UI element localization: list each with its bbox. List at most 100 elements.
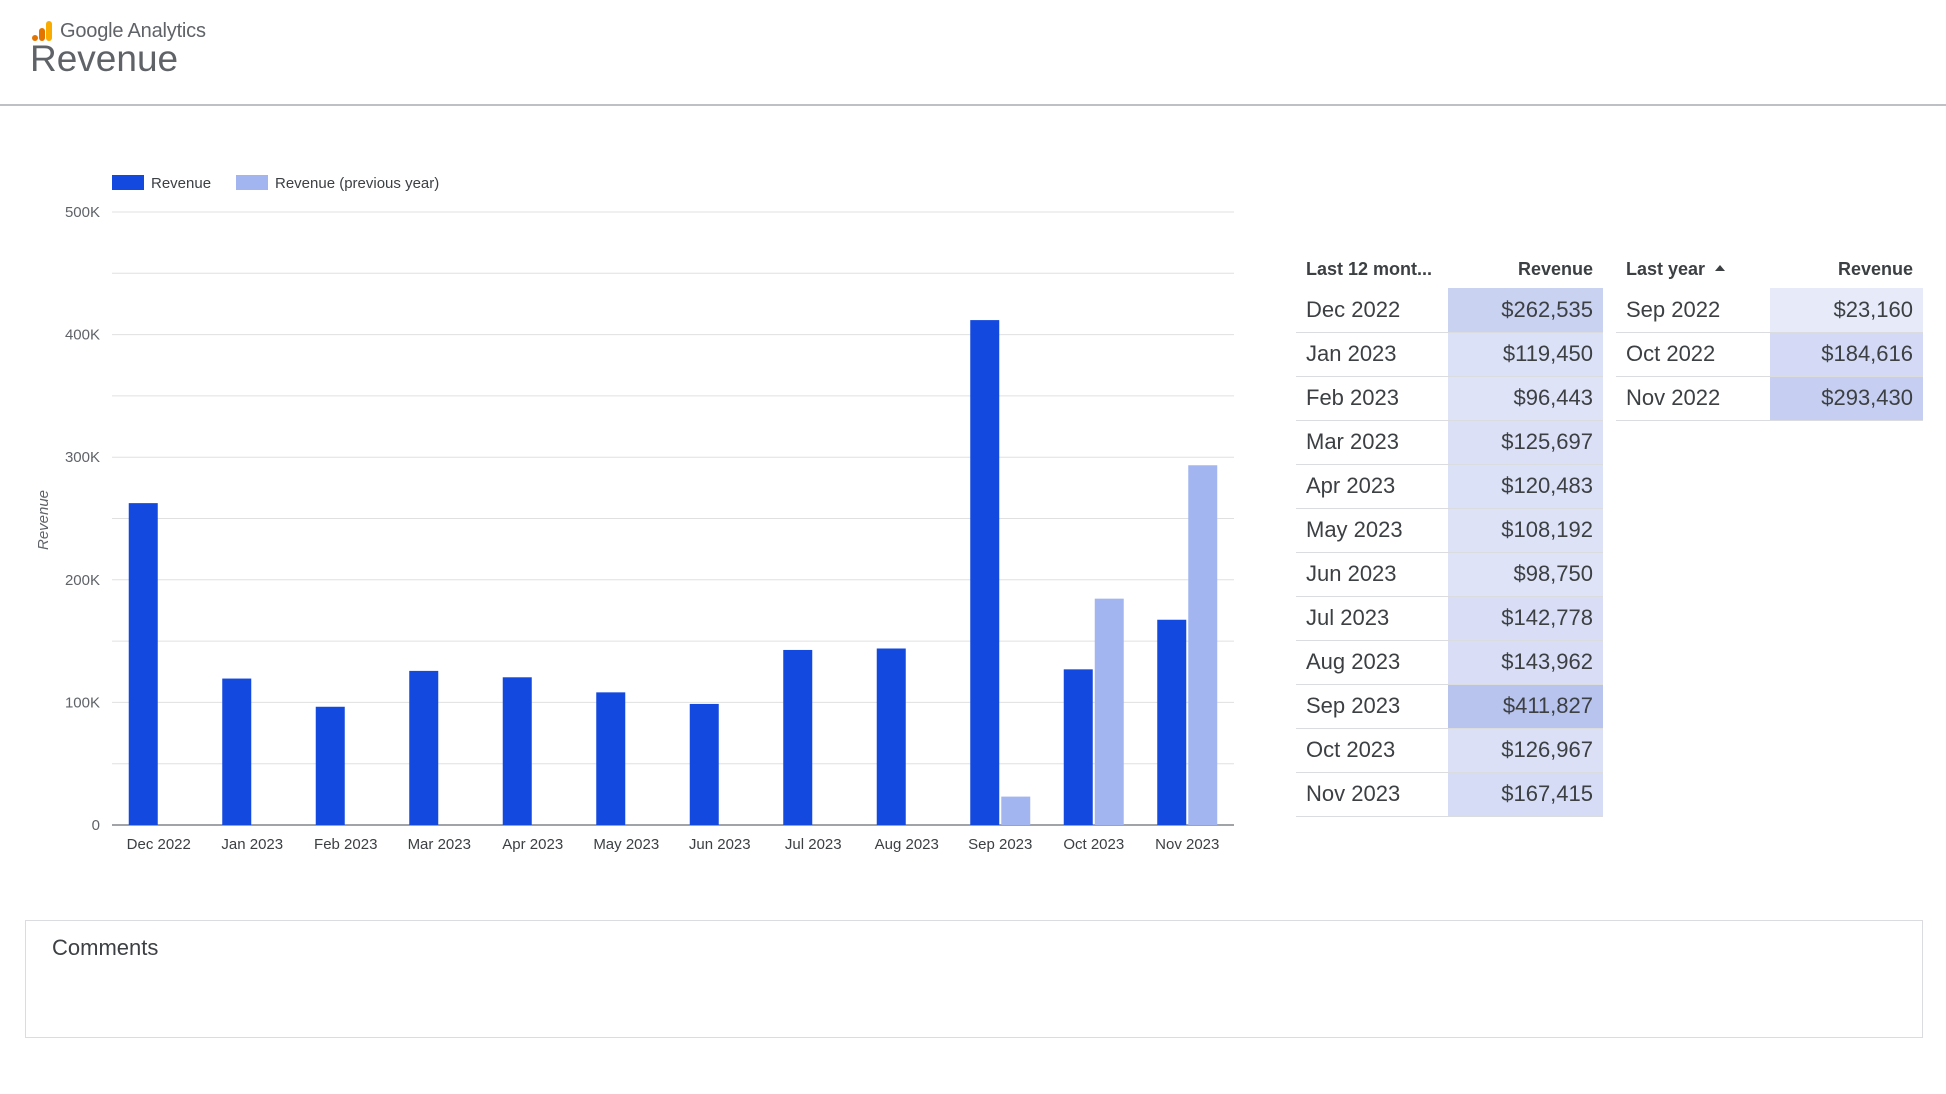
month-cell: May 2023 — [1296, 508, 1448, 553]
y-tick-label: 100K — [65, 694, 100, 711]
x-tick-label: May 2023 — [593, 836, 659, 853]
bar-revenue[interactable] — [876, 648, 906, 825]
table-row[interactable]: Jun 2023 $98,750 — [1296, 552, 1603, 597]
revenue-cell: $262,535 — [1448, 288, 1603, 333]
month-cell: Dec 2022 — [1296, 288, 1448, 333]
y-tick-label: 0 — [92, 817, 100, 834]
table-row[interactable]: Jul 2023 $142,778 — [1296, 596, 1603, 641]
month-cell: Feb 2023 — [1296, 376, 1448, 421]
brand: Google Analytics — [30, 18, 206, 44]
revenue-cell: $125,697 — [1448, 420, 1603, 465]
table-row[interactable]: Sep 2022 $23,160 — [1616, 288, 1923, 333]
table-row[interactable]: May 2023 $108,192 — [1296, 508, 1603, 553]
bar-revenue[interactable] — [1063, 669, 1093, 825]
comments-title: Comments — [52, 935, 159, 960]
x-tick-label: Aug 2023 — [875, 836, 939, 853]
chart-bars — [128, 320, 1218, 825]
revenue-cell: $96,443 — [1448, 376, 1603, 421]
revenue-cell: $120,483 — [1448, 464, 1603, 509]
legend-swatch — [236, 175, 268, 190]
bar-revenue[interactable] — [128, 503, 158, 825]
revenue-cell: $293,430 — [1770, 376, 1923, 421]
month-cell: Mar 2023 — [1296, 420, 1448, 465]
revenue-cell: $184,616 — [1770, 332, 1923, 377]
revenue-cell: $119,450 — [1448, 332, 1603, 377]
last-year-table: Last year Revenue Sep 2022 $23,160 Oct 202… — [1616, 250, 1923, 421]
bar-revenue-previous-year[interactable] — [1188, 465, 1218, 825]
google-analytics-logo-icon — [32, 21, 52, 41]
bar-revenue[interactable] — [1157, 619, 1187, 825]
revenue-cell: $23,160 — [1770, 288, 1923, 333]
page-title: Revenue — [30, 38, 179, 79]
bar-revenue[interactable] — [970, 320, 1000, 825]
column-header-last-year-label: Last year — [1626, 258, 1706, 279]
legend-label: Revenue — [151, 175, 211, 192]
x-axis-ticks: Dec 2022 Jan 2023 Feb 2023 Mar 2023 Apr 2023… — [127, 836, 1220, 853]
month-cell: Jun 2023 — [1296, 552, 1448, 597]
month-cell: Apr 2023 — [1296, 464, 1448, 509]
month-cell: Oct 2023 — [1296, 728, 1448, 773]
table-row[interactable]: Oct 2023 $126,967 — [1296, 728, 1603, 773]
x-tick-label: Nov 2023 — [1155, 836, 1219, 853]
month-cell: Oct 2022 — [1616, 332, 1770, 377]
column-header-revenue[interactable]: Revenue — [1837, 258, 1913, 279]
sort-ascending-icon[interactable] — [1715, 264, 1726, 271]
y-tick-label: 200K — [65, 572, 100, 589]
revenue-cell: $126,967 — [1448, 728, 1603, 773]
table-row[interactable]: Jan 2023 $119,450 — [1296, 332, 1603, 377]
x-tick-label: Jan 2023 — [221, 836, 283, 853]
x-tick-label: Apr 2023 — [502, 836, 563, 853]
x-tick-label: Mar 2023 — [408, 836, 471, 853]
revenue-cell: $411,827 — [1448, 684, 1603, 729]
month-cell: Sep 2022 — [1616, 288, 1770, 333]
x-tick-label: Jun 2023 — [689, 836, 751, 853]
column-header-revenue[interactable]: Revenue — [1517, 258, 1593, 279]
x-tick-label: Feb 2023 — [314, 836, 377, 853]
column-header-last-year[interactable]: Last year — [1616, 250, 1770, 288]
month-cell: Nov 2022 — [1616, 376, 1770, 421]
month-cell: Jul 2023 — [1296, 596, 1448, 641]
month-cell: Nov 2023 — [1296, 772, 1448, 817]
table-row[interactable]: Sep 2023 $411,827 — [1296, 684, 1603, 729]
bar-revenue[interactable] — [222, 678, 252, 825]
column-header-last-12-months[interactable]: Last 12 mont... — [1306, 258, 1433, 279]
y-tick-label: 300K — [65, 449, 100, 466]
comments-box[interactable]: Comments — [25, 920, 1923, 1038]
bar-revenue[interactable] — [315, 706, 345, 825]
y-axis-label: Revenue — [35, 490, 52, 550]
bar-revenue[interactable] — [596, 692, 626, 825]
bar-revenue-previous-year[interactable] — [1001, 796, 1031, 825]
x-tick-label: Oct 2023 — [1063, 836, 1124, 853]
legend-label: Revenue (previous year) — [275, 175, 439, 192]
month-cell: Jan 2023 — [1296, 332, 1448, 377]
y-axis-ticks: 0 100K 200K 300K 400K 500K — [65, 204, 100, 834]
table-row[interactable]: Oct 2022 $184,616 — [1616, 332, 1923, 377]
table-row[interactable]: Nov 2022 $293,430 — [1616, 376, 1923, 421]
table-row[interactable]: Feb 2023 $96,443 — [1296, 376, 1603, 421]
bar-revenue[interactable] — [689, 703, 719, 825]
bar-revenue[interactable] — [783, 649, 813, 825]
revenue-cell: $143,962 — [1448, 640, 1603, 685]
table-row[interactable]: Dec 2022 $262,535 — [1296, 288, 1603, 333]
y-tick-label: 400K — [65, 327, 100, 344]
x-tick-label: Dec 2022 — [127, 836, 191, 853]
bar-revenue[interactable] — [502, 677, 532, 825]
legend-item[interactable]: Revenue — [112, 175, 211, 192]
revenue-cell: $167,415 — [1448, 772, 1603, 817]
x-tick-label: Sep 2023 — [968, 836, 1032, 853]
chart-grid — [112, 211, 1234, 826]
revenue-bar-chart[interactable]: Revenue Revenue (previous year) 0 100K 200K… — [0, 150, 1250, 870]
report-header: Google Analytics Revenue — [0, 0, 1946, 106]
bar-revenue-previous-year[interactable] — [1094, 598, 1124, 825]
table-row[interactable]: Mar 2023 $125,697 — [1296, 420, 1603, 465]
x-tick-label: Jul 2023 — [785, 836, 842, 853]
table-row[interactable]: Aug 2023 $143,962 — [1296, 640, 1603, 685]
bar-revenue[interactable] — [409, 670, 439, 825]
table-row[interactable]: Apr 2023 $120,483 — [1296, 464, 1603, 509]
table-row[interactable]: Nov 2023 $167,415 — [1296, 772, 1603, 817]
chart-legend: Revenue Revenue (previous year) — [112, 175, 439, 192]
y-tick-label: 500K — [65, 204, 100, 221]
legend-item[interactable]: Revenue (previous year) — [236, 175, 439, 192]
revenue-cell: $142,778 — [1448, 596, 1603, 641]
revenue-cell: $108,192 — [1448, 508, 1603, 553]
